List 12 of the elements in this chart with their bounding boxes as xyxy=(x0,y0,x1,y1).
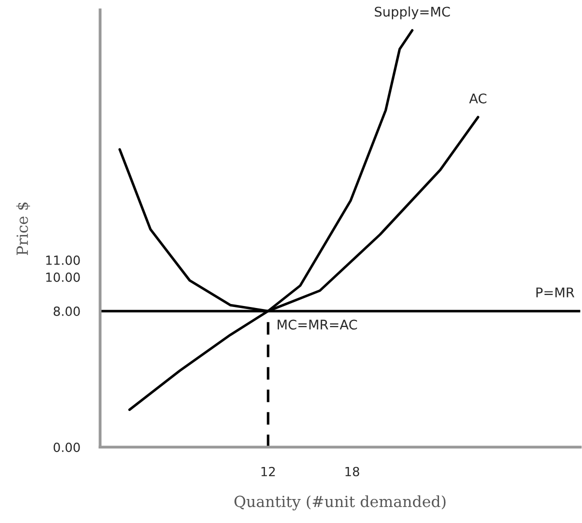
x-tick-label: 18 xyxy=(346,466,360,476)
x-axis-title: Quantity (#unit demanded) xyxy=(234,495,446,510)
y-tick-label: 0.00 xyxy=(54,442,80,452)
x-tick-label: 12 xyxy=(262,466,275,476)
series-label: Supply=MC xyxy=(374,6,450,20)
y-tick-label: 11.00 xyxy=(46,255,80,265)
annotation: MC=MR=AC xyxy=(278,320,357,330)
y-tick-label: 8.00 xyxy=(54,306,80,316)
series-label: AC xyxy=(469,93,486,104)
y-tick-label: 10.00 xyxy=(46,272,80,282)
series-label: P=MR xyxy=(536,288,574,298)
y-axis-title: Price $ xyxy=(16,202,30,256)
